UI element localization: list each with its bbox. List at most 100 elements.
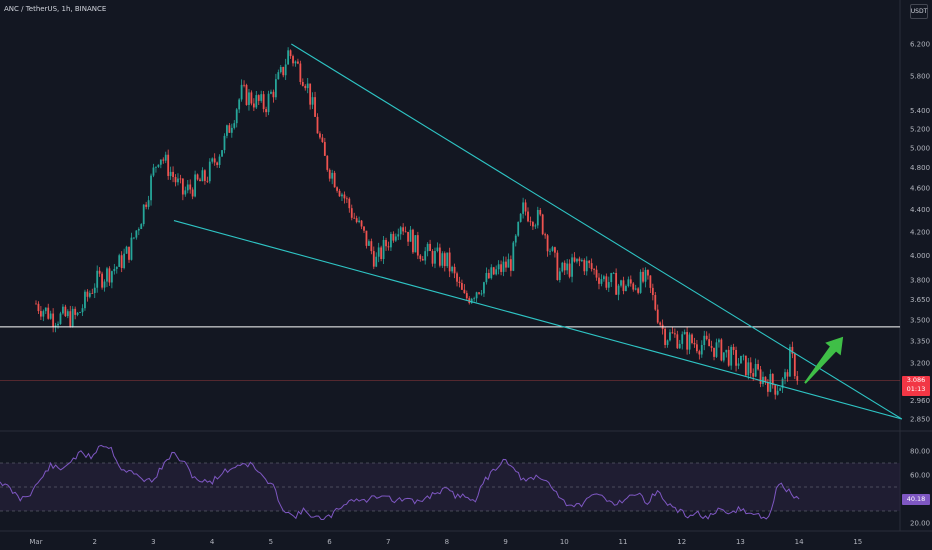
- candle-body: [203, 170, 206, 181]
- candle-body: [328, 169, 331, 179]
- price-tick-label: 4.600: [910, 185, 930, 193]
- candle-body: [737, 363, 740, 366]
- wedge-upper-trendline[interactable]: [291, 43, 903, 420]
- candle-body: [365, 230, 368, 246]
- candle-body: [128, 246, 130, 260]
- candle-body: [536, 210, 539, 226]
- candle-body: [37, 303, 40, 312]
- candle-body: [634, 288, 637, 290]
- candle-body: [370, 241, 373, 252]
- candle-body: [133, 237, 135, 239]
- candle-body: [774, 385, 777, 395]
- candle-body: [629, 279, 632, 284]
- candle-body: [720, 339, 723, 361]
- candle-body: [96, 270, 99, 288]
- candle-body: [727, 349, 730, 366]
- last-price-tag: 3.086 01:13: [902, 376, 930, 396]
- wedge-lower-trendline[interactable]: [173, 220, 902, 420]
- candle-body: [544, 234, 547, 236]
- candle-body: [233, 123, 236, 128]
- candle-body: [673, 333, 676, 335]
- candle-body: [539, 210, 542, 215]
- candle-body: [566, 263, 569, 271]
- candle-body: [66, 311, 69, 317]
- candle-body: [199, 179, 201, 182]
- candle-body: [355, 218, 358, 223]
- candle-body: [93, 287, 96, 294]
- candle-body: [426, 243, 429, 252]
- candle-body: [245, 84, 248, 105]
- candle-body: [642, 271, 644, 282]
- candle-body: [348, 198, 351, 209]
- candle-body: [492, 267, 495, 275]
- candle-body: [274, 79, 277, 98]
- rsi-value-tag: 40.18: [902, 494, 930, 505]
- candle-body: [142, 204, 145, 225]
- candle-body: [580, 260, 583, 262]
- candle-body: [776, 390, 779, 395]
- candle-body: [81, 308, 84, 313]
- candle-body: [735, 349, 737, 366]
- candle-body: [287, 50, 290, 65]
- candle-body: [35, 303, 37, 305]
- time-tick-label: 8: [445, 538, 449, 546]
- candle-body: [434, 251, 436, 264]
- candle-body: [213, 158, 216, 163]
- candle-body: [725, 349, 728, 353]
- candle-body: [747, 362, 750, 376]
- candle-body: [294, 61, 297, 64]
- candle-body: [69, 311, 72, 327]
- candle-body: [651, 287, 654, 296]
- candle-body: [397, 234, 400, 237]
- candle-body: [402, 227, 405, 232]
- candle-body: [194, 174, 197, 197]
- candle-body: [238, 99, 241, 110]
- candle-body: [91, 293, 94, 294]
- breakout-arrow[interactable]: [797, 330, 851, 389]
- candle-body: [39, 311, 42, 317]
- candle-body: [145, 204, 148, 207]
- candle-body: [270, 91, 272, 94]
- candle-body: [789, 346, 791, 377]
- time-tick-label: 15: [853, 538, 862, 546]
- candle-body: [118, 255, 121, 267]
- candle-body: [260, 94, 263, 101]
- candle-body: [563, 262, 566, 271]
- price-tick-label: 6.200: [910, 41, 930, 49]
- candle-body: [54, 325, 57, 327]
- candle-body: [345, 198, 348, 200]
- candle-body: [693, 342, 696, 345]
- candle-body: [255, 95, 258, 108]
- price-tick-label: 3.350: [910, 338, 930, 346]
- candle-body: [216, 162, 219, 165]
- candle-body: [385, 239, 387, 247]
- candle-body: [162, 159, 165, 161]
- candle-body: [382, 239, 385, 259]
- candle-body: [390, 233, 392, 248]
- candle-body: [191, 189, 194, 197]
- candle-body: [164, 154, 167, 161]
- price-tick-label: 5.400: [910, 107, 930, 115]
- candle-body: [686, 331, 689, 350]
- time-tick-label: 5: [269, 538, 273, 546]
- candle-body: [607, 282, 610, 288]
- currency-badge[interactable]: USDT: [910, 4, 928, 19]
- candle-body: [698, 351, 701, 355]
- candle-body: [705, 335, 708, 340]
- price-tick-label: 4.000: [910, 252, 930, 260]
- candle-body: [360, 220, 363, 227]
- candle-body: [446, 252, 449, 267]
- candle-body: [380, 247, 383, 259]
- candle-body: [230, 127, 233, 133]
- candle-body: [590, 263, 593, 270]
- candle-body: [304, 85, 307, 89]
- candle-body: [632, 283, 635, 290]
- candle-body: [289, 50, 292, 57]
- candle-body: [764, 376, 767, 383]
- candle-body: [392, 233, 395, 241]
- candle-body: [585, 260, 588, 272]
- candle-body: [546, 235, 549, 252]
- candle-body: [713, 347, 715, 357]
